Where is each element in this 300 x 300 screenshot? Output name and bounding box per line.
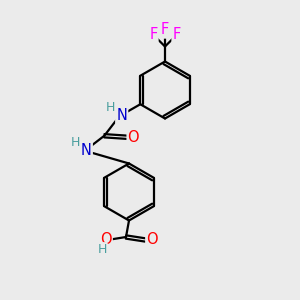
Text: F: F [149, 27, 158, 42]
Text: N: N [116, 108, 127, 123]
Text: N: N [81, 143, 92, 158]
Text: O: O [146, 232, 158, 247]
Text: H: H [106, 101, 115, 114]
Text: H: H [70, 136, 80, 149]
Text: F: F [161, 22, 169, 38]
Text: O: O [128, 130, 139, 145]
Text: F: F [172, 27, 181, 42]
Text: H: H [97, 243, 107, 256]
Text: O: O [100, 232, 112, 247]
